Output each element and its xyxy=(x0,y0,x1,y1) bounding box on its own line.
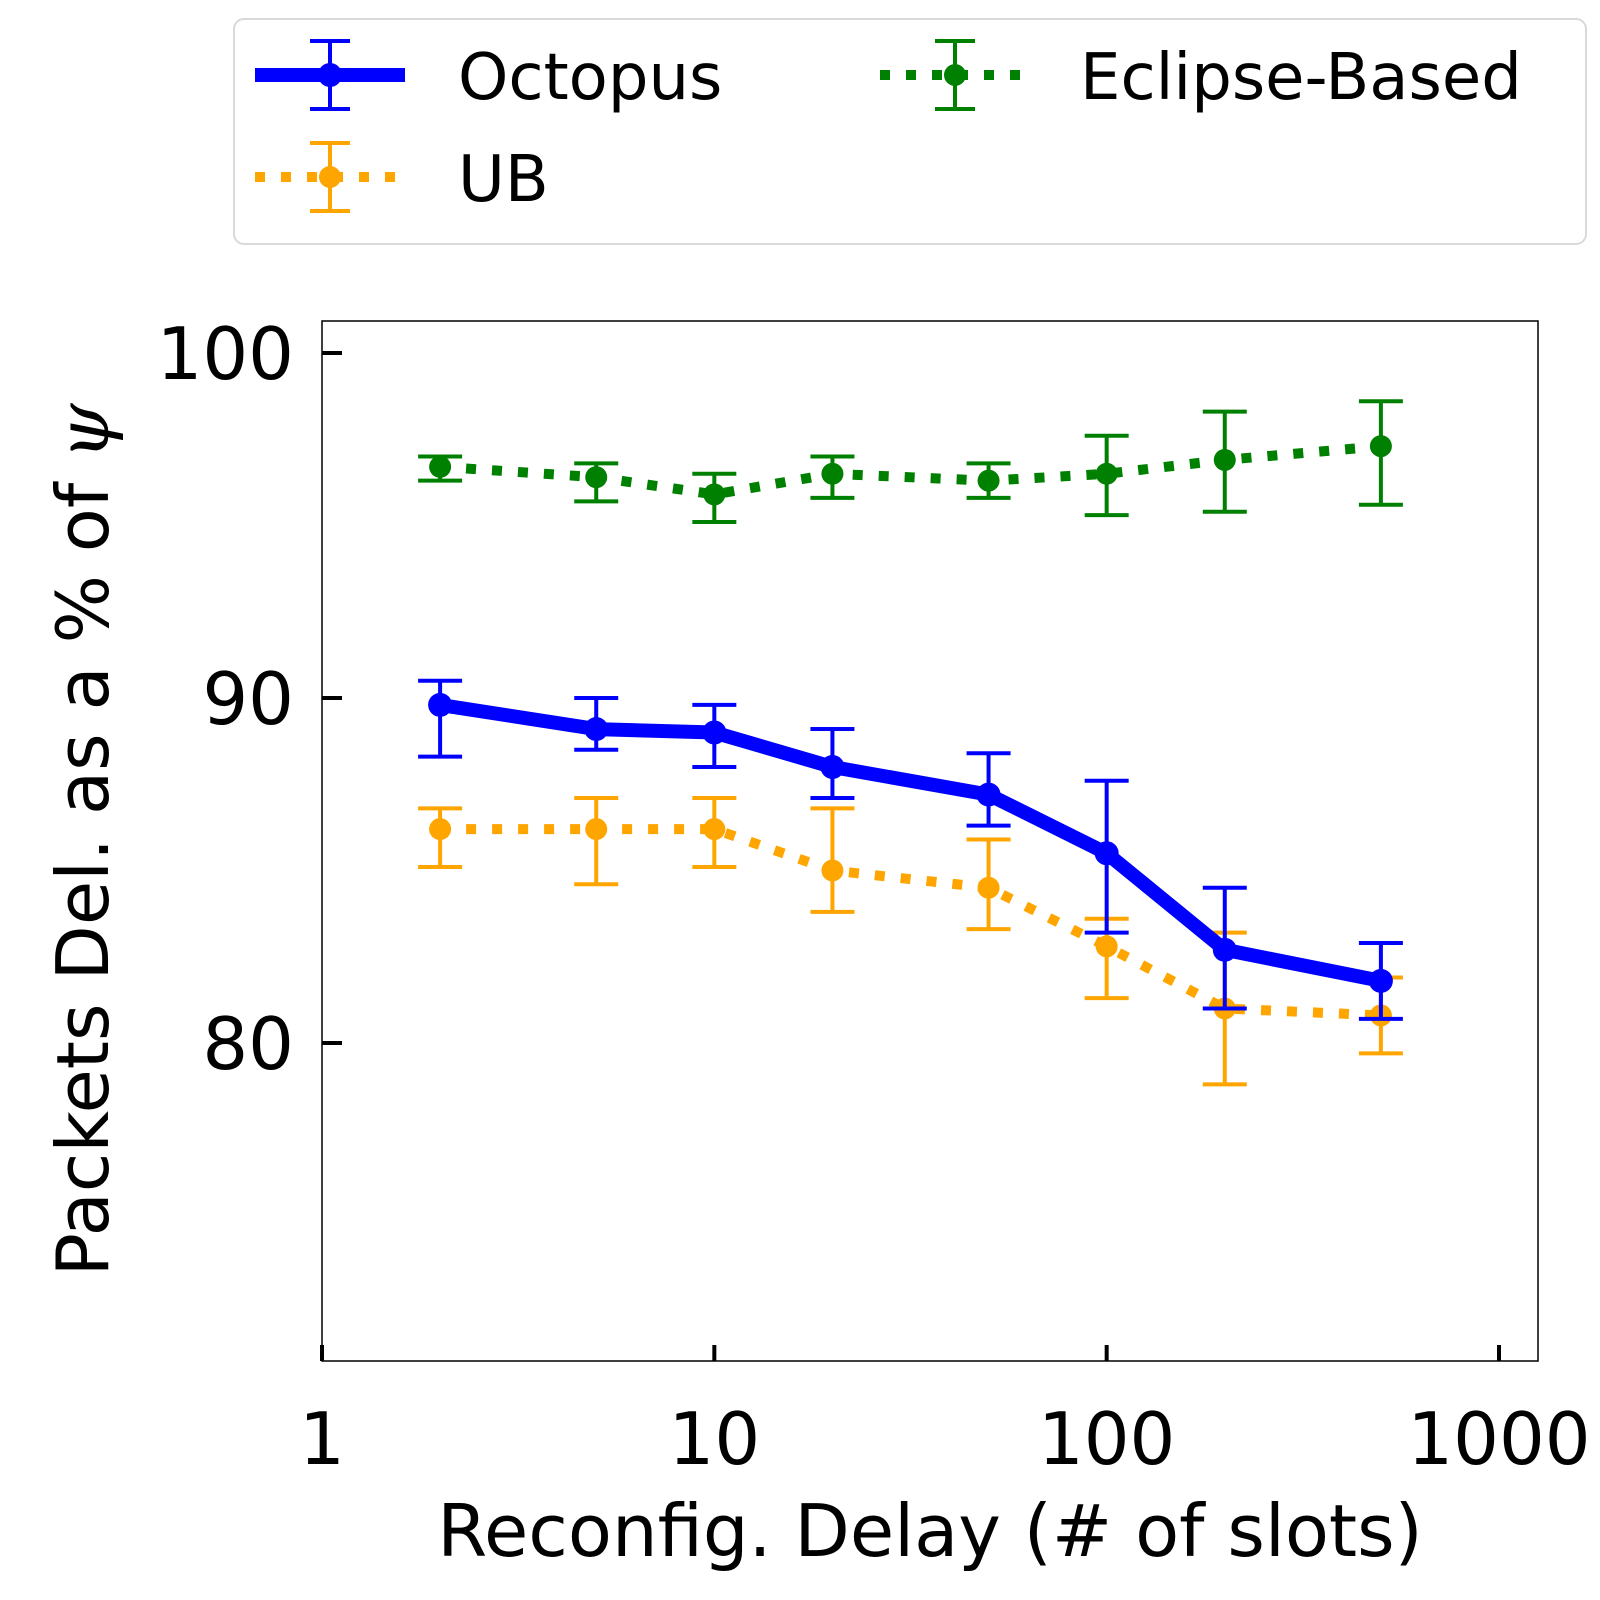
data-point xyxy=(584,717,609,742)
data-point xyxy=(977,469,1000,492)
data-point xyxy=(585,818,608,841)
y-axis-title-main: Packets Del. as a % of xyxy=(41,460,125,1277)
series-octopus xyxy=(418,678,1403,1021)
y-tick-label: 90 xyxy=(202,657,294,741)
legend-marker xyxy=(319,166,341,188)
data-point xyxy=(976,782,1001,807)
y-tick-label: 80 xyxy=(202,1002,294,1086)
plot-area: 1 10 100 1000 80 90 100 xyxy=(157,312,1591,1481)
data-point xyxy=(702,720,727,745)
data-point xyxy=(1212,937,1237,962)
legend-label: Octopus xyxy=(458,41,722,115)
data-point xyxy=(977,876,1000,899)
data-point xyxy=(820,755,845,779)
data-point xyxy=(1369,435,1392,458)
data-point xyxy=(1368,968,1393,993)
x-axis: 1 10 100 1000 xyxy=(299,1345,1591,1481)
data-point xyxy=(1095,935,1118,958)
legend-entry: Octopus xyxy=(255,39,722,115)
data-point xyxy=(1094,841,1119,866)
x-tick-label: 10 xyxy=(669,1397,761,1481)
y-axis: 80 90 100 xyxy=(157,312,342,1086)
data-point xyxy=(1213,448,1236,471)
legend-label: UB xyxy=(458,143,549,217)
x-tick-label: 100 xyxy=(1038,1397,1175,1481)
y-axis-title-symbol: ψ xyxy=(41,402,125,460)
y-tick-label: 100 xyxy=(157,312,294,396)
series-ub xyxy=(418,796,1403,1087)
series-line xyxy=(439,697,1383,988)
data-point xyxy=(429,818,452,841)
data-point xyxy=(429,455,452,478)
plot-frame xyxy=(321,320,1539,1362)
y-axis-title: Packets Del. as a % of ψ xyxy=(41,402,125,1277)
series-line xyxy=(439,441,1382,500)
data-point xyxy=(428,692,453,717)
data-point xyxy=(703,818,726,841)
data-point xyxy=(821,859,844,882)
legend-marker xyxy=(944,64,966,86)
x-tick-label: 1000 xyxy=(1407,1397,1590,1481)
x-axis-title: Reconfig. Delay (# of slots) xyxy=(437,1489,1423,1573)
data-point xyxy=(1095,462,1118,485)
data-point xyxy=(821,462,844,485)
legend-entry: Eclipse-Based xyxy=(880,39,1522,115)
series-line xyxy=(440,824,1382,1021)
legend-label: Eclipse-Based xyxy=(1080,41,1522,115)
series-layer xyxy=(418,399,1403,1087)
data-point xyxy=(703,483,726,506)
data-point xyxy=(585,466,608,489)
series-eclipse-based xyxy=(418,399,1403,525)
legend-marker xyxy=(318,63,342,87)
legend-frame xyxy=(233,18,1587,245)
legend-entry: UB xyxy=(255,141,549,217)
legend: Octopus UB Eclipse-Based xyxy=(233,18,1587,245)
x-tick-label: 1 xyxy=(299,1397,345,1481)
